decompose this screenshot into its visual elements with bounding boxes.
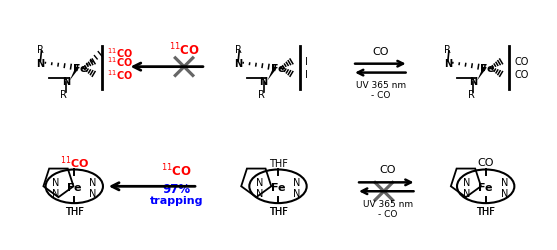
Text: THF: THF	[65, 206, 84, 216]
Text: Fe: Fe	[271, 182, 285, 192]
Text: $^{11}$CO: $^{11}$CO	[107, 46, 133, 60]
Text: Fe: Fe	[271, 64, 285, 73]
Text: I: I	[305, 70, 307, 80]
Polygon shape	[70, 68, 79, 81]
Text: N: N	[89, 178, 97, 188]
Text: N: N	[293, 188, 300, 198]
Text: CO: CO	[477, 157, 494, 167]
Text: R: R	[37, 45, 44, 55]
Text: $^{11}$CO: $^{11}$CO	[60, 154, 89, 170]
Text: CO: CO	[373, 47, 389, 56]
Text: N: N	[444, 58, 452, 68]
Text: - CO: - CO	[378, 209, 398, 218]
Text: R: R	[60, 90, 67, 100]
Text: R: R	[444, 45, 451, 55]
Text: N: N	[62, 77, 70, 87]
Text: CO: CO	[514, 57, 529, 67]
Text: Fe: Fe	[67, 182, 81, 192]
Text: UV 365 nm: UV 365 nm	[363, 199, 413, 208]
Polygon shape	[267, 68, 276, 81]
Text: N: N	[256, 178, 263, 188]
Text: N: N	[52, 188, 59, 198]
Text: $^{11}$CO: $^{11}$CO	[107, 55, 133, 69]
Text: THF: THF	[268, 206, 287, 216]
Text: Fe: Fe	[478, 182, 493, 192]
Text: CO: CO	[514, 70, 529, 80]
Text: I: I	[305, 57, 307, 67]
Text: N: N	[501, 188, 508, 198]
Text: trapping: trapping	[149, 195, 203, 205]
Text: N: N	[256, 188, 263, 198]
Text: N: N	[260, 77, 267, 87]
Text: Fe: Fe	[480, 64, 495, 73]
Text: UV 365 nm: UV 365 nm	[356, 81, 406, 90]
Text: N: N	[463, 188, 471, 198]
Text: N: N	[89, 188, 97, 198]
Polygon shape	[477, 68, 486, 81]
Text: R: R	[235, 45, 242, 55]
Text: R: R	[258, 90, 265, 100]
Text: 97%: 97%	[162, 182, 190, 195]
Text: N: N	[469, 77, 477, 87]
Text: $^{11}$CO: $^{11}$CO	[107, 68, 133, 82]
Text: R: R	[468, 90, 475, 100]
Text: N: N	[293, 178, 300, 188]
Text: N: N	[234, 58, 242, 68]
Text: THF: THF	[476, 206, 495, 216]
Text: N: N	[501, 178, 508, 188]
Text: N: N	[463, 178, 471, 188]
Text: THF: THF	[268, 206, 287, 216]
Text: N: N	[52, 178, 59, 188]
Text: Fe: Fe	[73, 64, 87, 73]
Text: - CO: - CO	[371, 90, 390, 100]
Text: THF: THF	[268, 158, 287, 168]
Text: N: N	[36, 58, 45, 68]
Text: $^{11}$CO: $^{11}$CO	[160, 162, 192, 179]
Text: CO: CO	[379, 164, 396, 174]
Text: THF: THF	[476, 206, 495, 216]
Text: $^{11}$CO: $^{11}$CO	[169, 42, 199, 58]
Text: THF: THF	[65, 206, 84, 216]
